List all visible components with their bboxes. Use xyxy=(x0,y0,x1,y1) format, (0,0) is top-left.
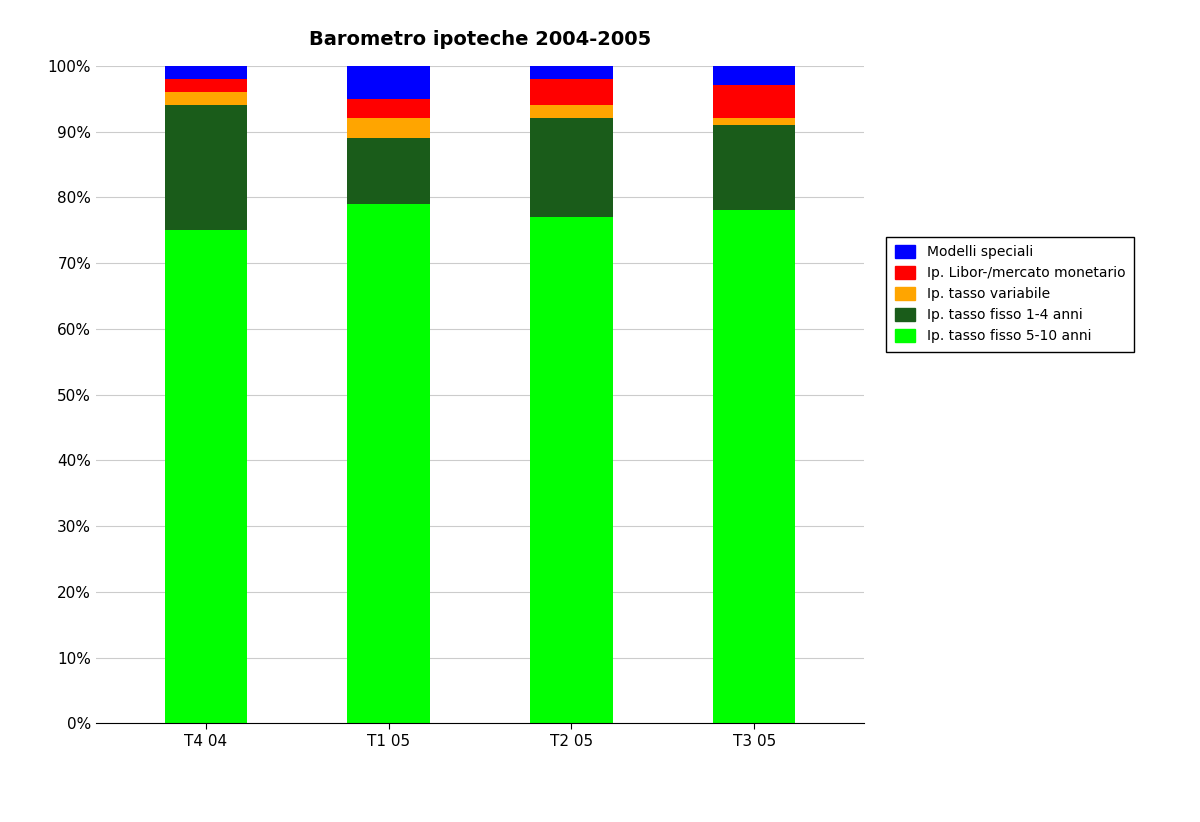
Bar xyxy=(164,66,247,79)
Bar xyxy=(530,66,612,79)
Bar xyxy=(530,105,612,118)
Bar xyxy=(164,105,247,230)
Bar xyxy=(713,66,796,85)
Bar xyxy=(164,230,247,723)
Bar xyxy=(713,85,796,118)
Bar xyxy=(348,99,430,118)
Bar xyxy=(713,210,796,723)
Bar xyxy=(713,118,796,125)
Legend: Modelli speciali, Ip. Libor-/mercato monetario, Ip. tasso variabile, Ip. tasso f: Modelli speciali, Ip. Libor-/mercato mon… xyxy=(887,237,1134,352)
Bar xyxy=(164,79,247,92)
Bar xyxy=(713,125,796,210)
Bar xyxy=(348,66,430,99)
Title: Barometro ipoteche 2004-2005: Barometro ipoteche 2004-2005 xyxy=(308,30,652,49)
Bar xyxy=(348,118,430,138)
Bar xyxy=(530,79,612,105)
Bar xyxy=(348,138,430,204)
Bar xyxy=(164,92,247,105)
Bar xyxy=(530,118,612,217)
Bar xyxy=(530,217,612,723)
Bar xyxy=(348,204,430,723)
